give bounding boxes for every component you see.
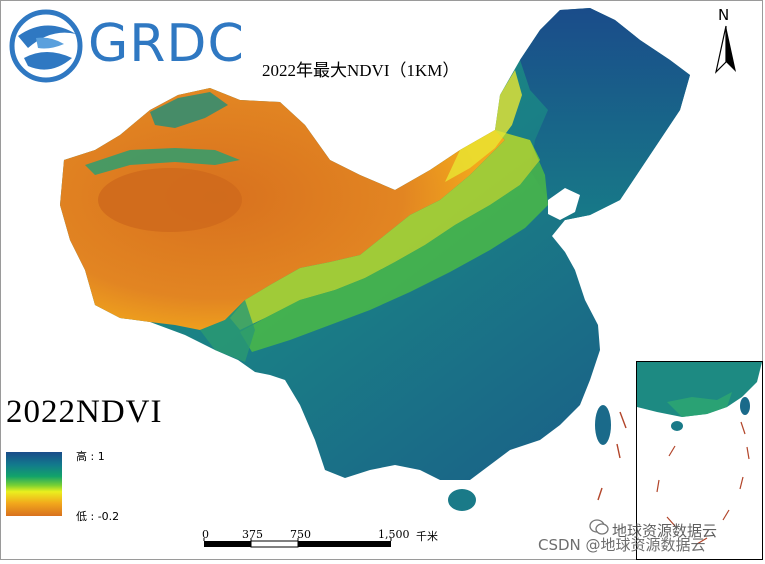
junggar-north: [150, 92, 228, 128]
scale-unit: 千米: [416, 530, 438, 543]
legend-low-label: 低 : -0.2: [76, 510, 120, 523]
map-title: 2022年最大NDVI（1KM）: [262, 61, 460, 80]
inner-mongolia-strip: [445, 70, 522, 182]
watermark-brand: 地球资源数据云: [612, 522, 718, 540]
north-label: N: [718, 6, 730, 24]
tarim-basin: [98, 168, 242, 232]
grdc-logo: [9, 9, 83, 83]
scale-tick-1500: 1,500: [378, 528, 410, 541]
scale-tick-375: 375: [242, 528, 263, 541]
watermark-csdn: CSDN @地球资源数据云: [538, 536, 706, 554]
ndvi-year-label: 2022NDVI: [6, 394, 163, 430]
transition-band: [230, 130, 540, 330]
legend-color-ramp: [6, 452, 62, 516]
scale-bar: [203, 538, 392, 548]
wechat-icon: [589, 519, 609, 535]
north-arrow-icon: [714, 25, 736, 74]
legend-high-label: 高 : 1: [76, 450, 105, 463]
transition-green: [240, 140, 548, 352]
globe-icon: [9, 9, 83, 83]
scale-tick-0: 0: [202, 528, 209, 541]
himalaya-edge: [200, 300, 255, 362]
logo-text: GRDC: [88, 14, 245, 74]
bohai-sea: [548, 188, 580, 220]
maritime-boundary: [597, 411, 627, 501]
yellow-sea-coast: [595, 228, 640, 262]
northeast-forest: [520, 8, 690, 220]
tianshan-ridge: [85, 148, 240, 175]
hainan-island: [448, 489, 476, 511]
taiwan-island: [595, 405, 611, 445]
scale-tick-750: 750: [290, 528, 311, 541]
south-china-sea-inset: [636, 361, 763, 560]
inset-map: [637, 362, 762, 545]
